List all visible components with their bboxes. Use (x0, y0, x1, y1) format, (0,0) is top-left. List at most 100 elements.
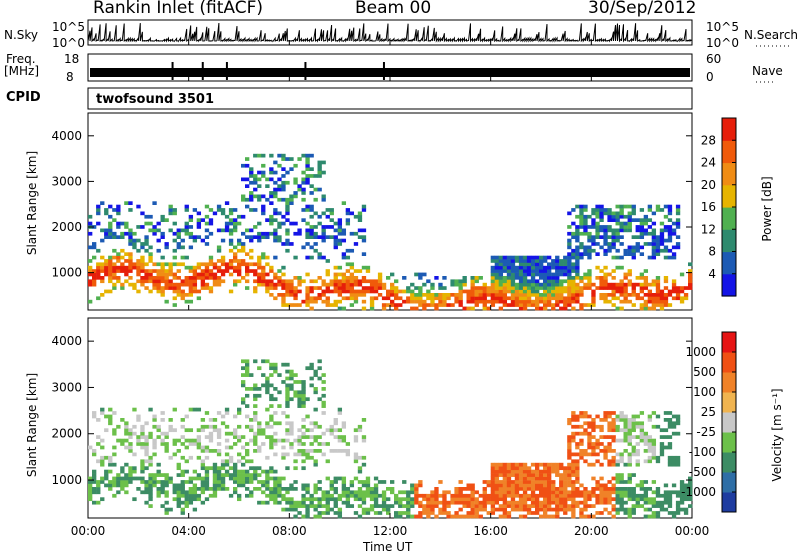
heatmap-cell (237, 279, 242, 284)
heatmap-cell (639, 272, 645, 277)
heatmap-cell (595, 214, 600, 219)
heatmap-cell (301, 435, 306, 439)
heatmap-cell (172, 231, 177, 236)
heatmap-cell (212, 279, 218, 284)
heatmap-cell (522, 473, 528, 477)
heatmap-cell (398, 511, 403, 515)
heatmap-cell (321, 228, 326, 233)
heatmap-cell (100, 255, 105, 260)
heatmap-cell (265, 435, 270, 439)
heatmap-cell (530, 282, 536, 287)
heatmap-cell (386, 293, 391, 297)
heatmap-cell (365, 269, 371, 273)
heatmap-cell (261, 500, 266, 505)
heatmap-cell (381, 296, 387, 301)
heatmap-cell (116, 225, 121, 229)
heatmap-cell (571, 483, 576, 488)
heatmap-cell (269, 221, 274, 226)
heatmap-cell (377, 511, 383, 515)
heatmap-cell (688, 272, 693, 277)
heatmap-cell (257, 194, 262, 199)
heatmap-cell (671, 296, 677, 301)
heatmap-cell (361, 228, 367, 233)
heatmap-cell (245, 493, 250, 498)
heatmap-cell (285, 197, 290, 202)
heatmap-cell (502, 514, 508, 519)
heatmap-cell (615, 511, 620, 515)
heatmap-cell (607, 218, 612, 222)
heatmap-cell (599, 276, 604, 280)
heatmap-cell (257, 262, 262, 267)
heatmap-cell (446, 296, 451, 301)
heatmap-cell (329, 289, 334, 294)
heatmap-cell (104, 211, 109, 216)
heatmap-cell (317, 174, 322, 178)
heatmap-cell (212, 462, 218, 467)
heatmap-cell (317, 170, 322, 175)
heatmap-cell (535, 293, 540, 297)
heatmap-cell (426, 507, 431, 512)
heatmap-cell (216, 282, 222, 287)
heatmap-cell (518, 293, 524, 297)
heatmap-cell (579, 279, 584, 284)
heatmap-cell (683, 497, 689, 502)
heatmap-cell (551, 303, 556, 307)
heatmap-cell (309, 245, 314, 250)
heatmap-cell (623, 204, 628, 209)
heatmap-cell (567, 462, 572, 467)
heatmap-cell (96, 265, 101, 270)
heatmap-cell (237, 411, 242, 415)
heatmap-cell (301, 197, 306, 202)
heatmap-cell (667, 231, 673, 236)
heatmap-cell (559, 483, 564, 488)
heatmap-cell (643, 293, 649, 297)
heatmap-cell (639, 231, 645, 236)
heatmap-cell (293, 276, 298, 280)
heatmap-cell (522, 282, 528, 287)
heatmap-cell (192, 238, 198, 243)
heatmap-cell (249, 238, 254, 243)
heatmap-cell (365, 476, 371, 481)
heatmap-cell (607, 428, 612, 433)
heatmap-cell (675, 504, 681, 508)
heatmap-cell (555, 507, 560, 512)
heatmap-cell (543, 265, 548, 270)
heatmap-cell (96, 483, 101, 488)
heatmap-cell (543, 279, 548, 284)
heatmap-cell (619, 208, 624, 212)
heatmap-cell (204, 221, 210, 226)
heatmap-cell (567, 276, 572, 280)
heatmap-cell (386, 487, 391, 491)
heatmap-cell (482, 303, 487, 307)
heatmap-cell (599, 279, 604, 284)
heatmap-cell (619, 228, 624, 233)
heatmap-cell (663, 490, 669, 495)
heatmap-cell (571, 276, 576, 280)
heatmap-cell (341, 421, 347, 426)
heatmap-cell (224, 462, 230, 467)
heatmap-cell (148, 272, 153, 277)
heatmap-cell (474, 279, 479, 284)
heatmap-cell (579, 452, 584, 457)
heatmap-cell (446, 511, 451, 515)
heatmap-cell (514, 462, 520, 467)
heatmap-cell (522, 306, 528, 311)
heatmap-cell (241, 231, 246, 236)
heatmap-cell (337, 497, 343, 502)
heatmap-cell (321, 452, 326, 457)
colorbar-tick-label: 12 (701, 222, 716, 236)
heatmap-cell (293, 452, 298, 457)
heatmap-cell (490, 286, 496, 290)
heatmap-cell (502, 279, 508, 284)
heatmap-cell (571, 411, 576, 415)
heatmap-cell (575, 296, 580, 301)
heatmap-cell (514, 476, 520, 481)
heatmap-cell (611, 424, 616, 429)
heatmap-cell (341, 255, 347, 260)
heatmap-cell (635, 442, 640, 446)
heatmap-cell (635, 459, 640, 464)
heatmap-cell (249, 228, 254, 233)
heatmap-cell (555, 279, 560, 284)
heatmap-cell (498, 462, 504, 467)
heatmap-cell (305, 163, 310, 168)
